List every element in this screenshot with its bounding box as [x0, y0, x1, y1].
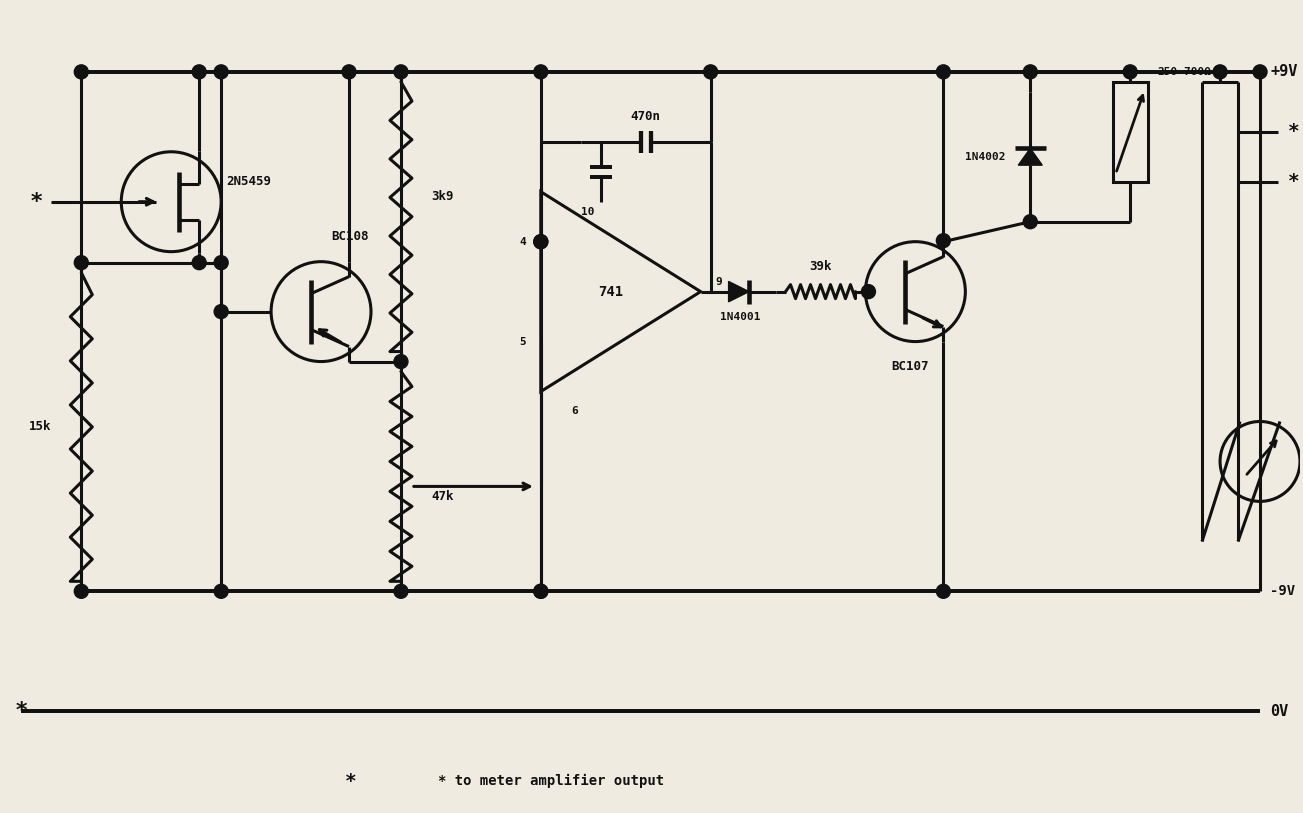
Text: BC108: BC108 — [331, 230, 369, 243]
Text: -9V: -9V — [1270, 585, 1295, 598]
Circle shape — [214, 255, 228, 270]
Circle shape — [1023, 65, 1037, 79]
Text: * to meter amplifier output: * to meter amplifier output — [438, 774, 663, 788]
Circle shape — [534, 585, 547, 598]
Text: 0V: 0V — [1270, 704, 1289, 719]
Text: 470n: 470n — [631, 111, 661, 124]
Bar — [1113, 82, 1148, 182]
Text: 1N4002: 1N4002 — [964, 152, 1006, 162]
Circle shape — [74, 65, 89, 79]
Polygon shape — [728, 281, 749, 302]
Text: +9V: +9V — [1270, 64, 1298, 80]
Circle shape — [192, 255, 206, 270]
Text: *: * — [30, 192, 43, 211]
Circle shape — [214, 65, 228, 79]
Polygon shape — [1018, 149, 1042, 165]
Text: 3k9: 3k9 — [431, 190, 453, 203]
Text: 15k: 15k — [29, 420, 51, 433]
Text: 47k: 47k — [431, 490, 453, 503]
Circle shape — [937, 585, 950, 598]
Text: 9: 9 — [715, 276, 722, 287]
Text: *: * — [1287, 122, 1300, 141]
Text: *: * — [345, 772, 357, 790]
Circle shape — [1123, 65, 1138, 79]
Text: *: * — [14, 701, 29, 721]
Circle shape — [861, 285, 876, 298]
Text: 4: 4 — [519, 237, 526, 246]
Circle shape — [74, 255, 89, 270]
Circle shape — [1023, 215, 1037, 228]
Circle shape — [394, 585, 408, 598]
Circle shape — [74, 585, 89, 598]
Circle shape — [214, 585, 228, 598]
Circle shape — [534, 65, 547, 79]
Circle shape — [341, 65, 356, 79]
Text: 2N5459: 2N5459 — [227, 176, 271, 189]
Text: 39k: 39k — [809, 260, 831, 273]
Circle shape — [704, 65, 718, 79]
Text: 5: 5 — [519, 337, 526, 346]
Circle shape — [937, 233, 950, 248]
Circle shape — [192, 65, 206, 79]
Text: 10: 10 — [581, 207, 594, 217]
Text: 250-700Ω: 250-700Ω — [1157, 67, 1212, 77]
Circle shape — [214, 305, 228, 319]
Circle shape — [394, 65, 408, 79]
Text: 6: 6 — [571, 406, 577, 416]
Text: 1N4001: 1N4001 — [721, 311, 761, 322]
Circle shape — [1253, 65, 1267, 79]
Circle shape — [534, 585, 547, 598]
Circle shape — [534, 235, 547, 249]
Circle shape — [937, 65, 950, 79]
Text: 741: 741 — [598, 285, 623, 298]
Circle shape — [1213, 65, 1227, 79]
Circle shape — [534, 235, 547, 249]
Text: BC107: BC107 — [891, 360, 929, 373]
Text: *: * — [1287, 172, 1300, 191]
Circle shape — [394, 354, 408, 368]
